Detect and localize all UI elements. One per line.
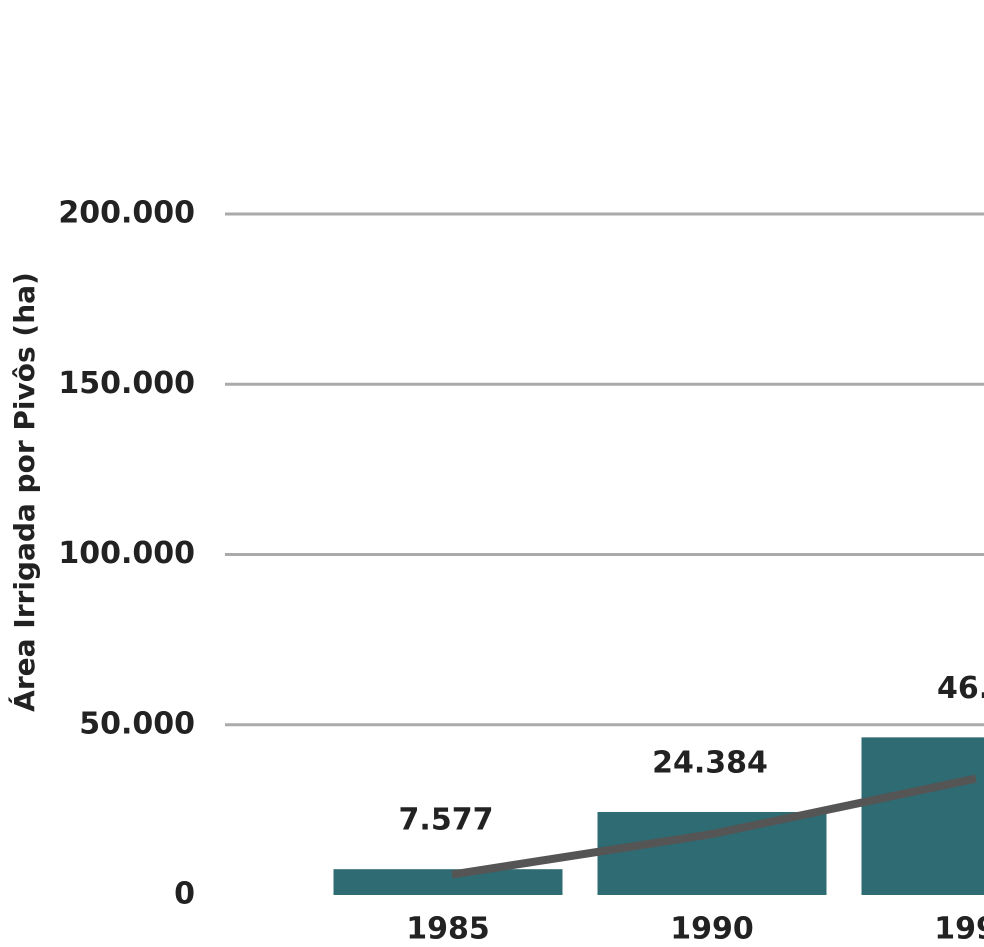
x-tick-label: 1990 [670, 912, 754, 947]
x-tick-label: 1995 [934, 912, 984, 947]
bar [597, 811, 827, 895]
bar [333, 869, 563, 895]
trend-line [451, 774, 977, 879]
bar [861, 737, 984, 895]
y-axis-title: Área Irrigada por Pivôs (ha) [7, 272, 41, 712]
y-tick-label: 0 [174, 877, 195, 912]
y-tick-label: 200.000 [58, 196, 195, 231]
data-label: 24.384 [652, 745, 768, 780]
x-tick-label: 1985 [406, 912, 490, 947]
y-tick-label: 50.000 [79, 706, 195, 741]
data-label: 7.577 [399, 803, 494, 838]
data-label: 46.3 [937, 671, 984, 706]
y-tick-label: 100.000 [58, 536, 195, 571]
y-tick-label: 150.000 [58, 366, 195, 401]
